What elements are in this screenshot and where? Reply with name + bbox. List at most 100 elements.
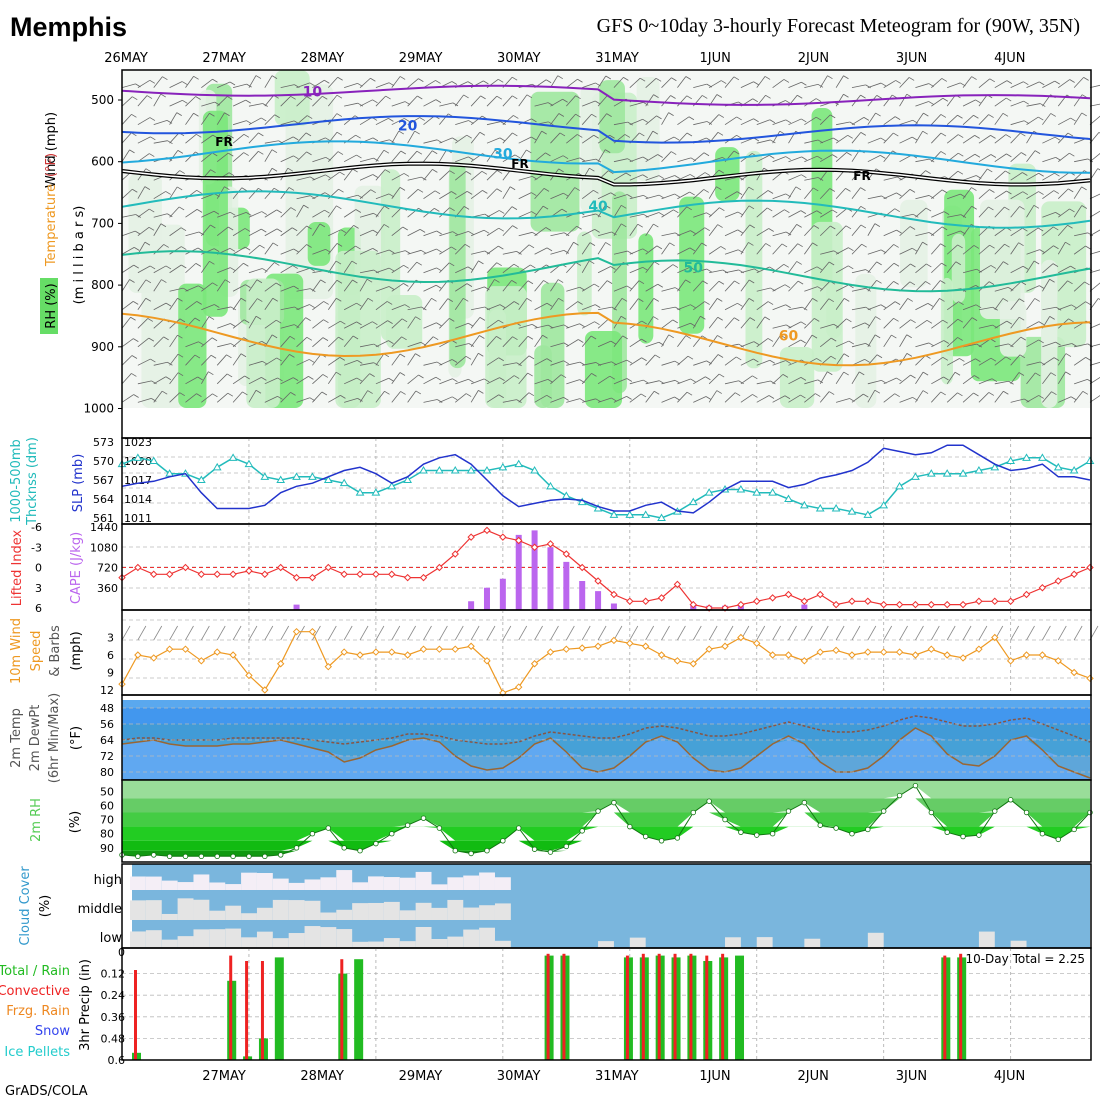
wind-barb: [296, 82, 310, 89]
wind-barb: [740, 118, 754, 126]
wind-barb-flag: [447, 298, 454, 302]
rh-point: [849, 831, 855, 837]
wind-barb: [518, 176, 533, 181]
wind-barb-flag: [764, 76, 771, 80]
wind-barb: [693, 360, 707, 366]
wind-barb: [819, 298, 830, 311]
wind-barb: [1010, 336, 1022, 348]
li-point: [467, 533, 475, 541]
wind-barb: [1073, 281, 1085, 292]
wind-barb-flag: [289, 335, 296, 340]
wind-barb-flag: [543, 280, 549, 284]
rh-point: [1039, 831, 1046, 837]
wind-barb-flag: [827, 75, 833, 80]
wind-barb: [756, 139, 771, 144]
wind-barb: [835, 265, 849, 274]
wind-speed-point: [372, 648, 380, 656]
wind-barb: [931, 114, 942, 125]
cloud-level-label: high: [94, 873, 122, 888]
wind-barb: [804, 298, 813, 311]
li-point: [975, 597, 983, 605]
wind-barb-flag: [244, 375, 250, 380]
wind-barb-flag: [859, 371, 865, 376]
pressure-tick-label: 1000: [83, 402, 114, 416]
wind-barb-flag: [261, 341, 268, 345]
wind-barb-flag: [468, 343, 475, 347]
wind-barb-flag: [432, 336, 439, 341]
wind-barb: [296, 151, 307, 162]
wind-barb-flag: [479, 131, 486, 136]
wind-speed-point: [276, 660, 285, 668]
wind-barb: [327, 371, 337, 385]
wind-barb: [772, 360, 786, 366]
rh-point: [563, 843, 570, 850]
wind-barb: [724, 116, 737, 126]
thickness-point: [847, 507, 857, 515]
li-point: [1070, 570, 1078, 578]
wind-barb-flag: [625, 172, 632, 177]
slp-tick-label-inner: 1020: [124, 455, 152, 468]
thickness-point: [942, 469, 952, 477]
wind-barb: [899, 226, 911, 237]
li-point: [546, 540, 555, 548]
cloud-cell: [447, 899, 464, 920]
wind-barb-flag: [1005, 134, 1012, 138]
wind-barb: [994, 298, 1004, 311]
li-tick-label: 3: [35, 582, 42, 595]
isotherm-30: [121, 140, 1091, 174]
li-point: [943, 600, 951, 609]
li-point: [832, 600, 840, 609]
wind-barb: [439, 262, 450, 274]
wind-barb-flag: [468, 156, 474, 161]
wind-barb-flag: [468, 378, 474, 383]
wind-barb: [1010, 152, 1022, 163]
wind-barb: [693, 189, 704, 200]
wind-speed-point: [975, 645, 983, 653]
wind-barb: [343, 245, 356, 255]
wind-barb: [280, 377, 294, 385]
wind-barb: [296, 96, 308, 107]
wind-barb-flag: [800, 394, 806, 399]
wind-speed-point: [816, 648, 824, 656]
wind-barb-flag: [132, 301, 139, 305]
wind-barb-flag: [1081, 112, 1087, 117]
wind-barb: [915, 112, 924, 125]
wind-speed-point: [895, 648, 904, 656]
wind-barb-flag: [224, 186, 230, 191]
wind-barb: [994, 206, 1005, 218]
wind-barb: [915, 390, 924, 403]
wind-barb: [756, 119, 770, 126]
cloud-cell: [209, 910, 226, 920]
wind-barb-flag: [464, 243, 471, 248]
li-point: [181, 563, 190, 572]
wind-barb: [185, 393, 197, 403]
wind-barb: [915, 130, 924, 144]
wind-barb: [756, 287, 771, 292]
wind-frame: [121, 609, 1092, 696]
wind-barb-flag: [906, 334, 912, 339]
wind-barb-flag: [1006, 153, 1012, 158]
surface-wind-barb: [153, 625, 163, 641]
wind-barb: [296, 195, 311, 200]
wind-barb-flag: [149, 79, 156, 84]
wind-barb: [264, 282, 277, 292]
wind-barb: [1058, 79, 1070, 88]
wind-barb-flag: [148, 226, 155, 231]
bottom-date-label: 29MAY: [399, 1069, 443, 1084]
wind-barb: [629, 174, 643, 181]
wind-barb-flag: [340, 320, 346, 325]
freezing-level-label: FR: [853, 169, 870, 183]
wind-barb: [693, 121, 707, 126]
li-point: [895, 600, 904, 609]
wind-barb-flag: [181, 264, 187, 269]
cloud-cell: [463, 929, 480, 948]
wind-barb: [978, 94, 988, 107]
wind-barb-flag: [230, 306, 237, 311]
wind-barb: [550, 249, 565, 255]
top-date-label: 4JUN: [994, 51, 1025, 66]
wind-barb: [867, 261, 877, 274]
wind-barb: [312, 174, 326, 181]
rh-point: [293, 845, 300, 851]
wind-barb-flag: [748, 205, 755, 210]
